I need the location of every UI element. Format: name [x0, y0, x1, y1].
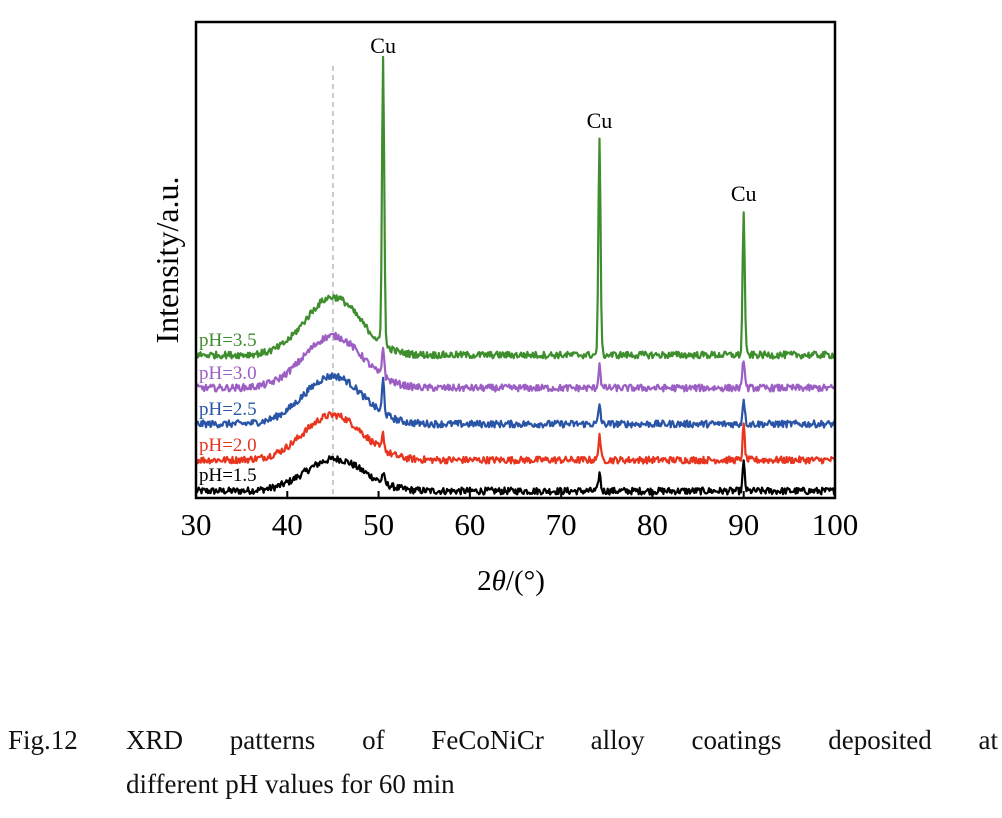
- series-line-30: [195, 331, 836, 393]
- x-axis-label: 2θ/(°): [477, 565, 545, 597]
- x-axis-label-prefix: 2: [477, 565, 492, 597]
- series-line-20: [195, 411, 837, 465]
- x-axis-label-variable: θ: [492, 565, 506, 597]
- plot-area: pH=1.5 pH=2.0 pH=2.5 pH=3.0 pH=3.5 Cu Cu Cu: [194, 33, 837, 498]
- caption-line-2: different pH values for 60 min: [126, 769, 455, 799]
- series-label-30: pH=3.0: [199, 363, 257, 384]
- x-tick-label-60: 60: [454, 507, 485, 542]
- series-label-35: pH=3.5: [199, 330, 257, 351]
- caption-line-1: XRD patterns of FeCoNiCr alloy coatings …: [126, 725, 998, 755]
- xrd-chart: pH=1.5 pH=2.0 pH=2.5 pH=3.0 pH=3.5 Cu Cu Cu 30 4…: [149, 20, 859, 597]
- x-tick-label-100: 100: [812, 507, 859, 542]
- series-line-35: [194, 55, 837, 360]
- plot-frame: [194, 20, 837, 500]
- series-line-25: [195, 372, 837, 429]
- series-label-15: pH=1.5: [199, 465, 257, 486]
- x-tick-label-50: 50: [363, 507, 394, 542]
- series-label-25: pH=2.5: [199, 399, 257, 420]
- caption-number: Fig.12: [8, 725, 78, 755]
- x-axis-label-suffix: /(°): [506, 565, 545, 597]
- series-line-15: [194, 455, 836, 496]
- x-tick-label-70: 70: [546, 507, 577, 542]
- x-axis-ticks: 30 40 50 60 70 80 90 100: [181, 491, 859, 542]
- x-tick-label-80: 80: [637, 507, 668, 542]
- x-tick-label-40: 40: [272, 507, 303, 542]
- peak-annotation-cu-3: Cu: [731, 181, 757, 206]
- figure-caption: Fig.12 XRD patterns of FeCoNiCr alloy co…: [8, 718, 998, 806]
- x-tick-label-30: 30: [181, 507, 212, 542]
- peak-annotation-cu-2: Cu: [587, 108, 613, 133]
- peak-annotation-cu-1: Cu: [370, 33, 396, 58]
- x-tick-label-90: 90: [728, 507, 759, 542]
- y-axis-label: Intensity/a.u.: [149, 176, 185, 343]
- series-label-20: pH=2.0: [199, 435, 257, 456]
